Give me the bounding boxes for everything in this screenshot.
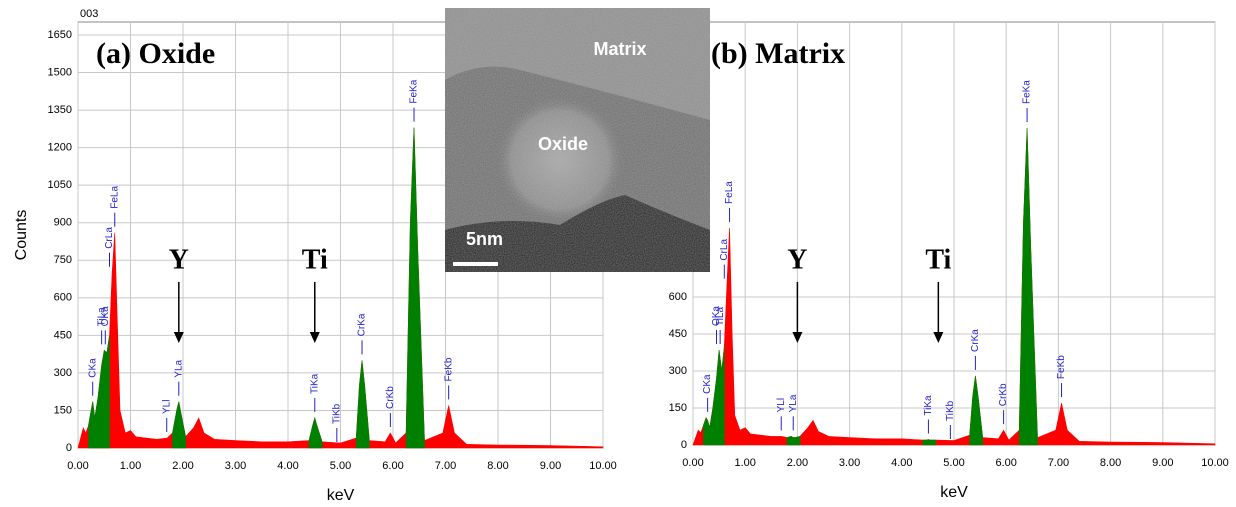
x-tick-label: 5.00 (943, 457, 964, 469)
peak-label: YLa (173, 359, 184, 377)
y-tick-label: 1200 (48, 142, 72, 154)
x-tick-label: 10.00 (589, 460, 617, 472)
y-tick-label: 0 (681, 439, 687, 451)
x-tick-label: 4.00 (277, 460, 298, 472)
y-tick-label: 1050 (48, 179, 72, 191)
scale-bar-label: 5nm (466, 229, 503, 249)
peak-label: TiLa (715, 307, 726, 327)
inset-label: Oxide (538, 134, 588, 154)
y-tick-label: 1650 (48, 29, 72, 41)
y-axis-label: Counts (13, 210, 30, 261)
x-axis-label: keV (940, 484, 968, 501)
peak-label: CrLa (104, 227, 115, 249)
peak-label: CrKb (385, 386, 396, 409)
peak-label: YLa (788, 394, 799, 412)
scale-bar (453, 262, 498, 266)
peak-label: OKa (100, 306, 111, 326)
figure: 0.00 1.00 2.00 3.00 4.00 5.00 6.00 7.00 8.00 9.00… (0, 0, 1236, 507)
x-tick-label: 6.00 (995, 457, 1016, 469)
peak-label: FeKa (409, 79, 420, 103)
peak-label: CKa (87, 358, 98, 378)
panel-title: (a) Oxide (96, 37, 215, 70)
x-tick-label: 1.00 (120, 460, 141, 472)
peak-label: TiKa (309, 373, 320, 394)
y-tick-label: 450 (669, 328, 687, 340)
x-tick-label: 3.00 (839, 457, 860, 469)
peak-label: CrKb (998, 383, 1009, 406)
x-tick-label: 8.00 (1100, 457, 1121, 469)
peak-label: TiKb (945, 400, 956, 421)
peak-label: CrKa (970, 329, 981, 352)
x-tick-label: 6.00 (382, 460, 403, 472)
y-tick-label: 900 (54, 217, 72, 229)
x-tick-label: 0.00 (682, 457, 703, 469)
y-tick-label: 750 (54, 254, 72, 266)
x-tick-label: 0.00 (67, 460, 88, 472)
x-tick-label: 7.00 (1048, 457, 1069, 469)
peak-label: CrLa (719, 239, 730, 261)
x-tick-label: 2.00 (172, 460, 193, 472)
peak-label: CrKa (357, 313, 368, 336)
inset-label: Matrix (593, 39, 646, 59)
x-tick-label: 1.00 (734, 457, 755, 469)
spectrum-area (923, 440, 936, 445)
element-label: Ti (925, 244, 951, 275)
x-tick-label: 2.00 (787, 457, 808, 469)
x-tick-label: 3.00 (225, 460, 246, 472)
x-tick-label: 9.00 (1152, 457, 1173, 469)
element-label: Y (169, 244, 189, 275)
spectrum-area (787, 436, 800, 445)
peak-label: FeKb (443, 357, 454, 381)
x-tick-label: 7.00 (435, 460, 456, 472)
element-label: Ti (302, 244, 328, 275)
peak-label: FeLa (724, 181, 735, 204)
y-tick-label: 300 (54, 367, 72, 379)
peak-label: YLl (776, 398, 787, 412)
y-tick-label: 600 (669, 291, 687, 303)
peak-label: FeKb (1056, 355, 1067, 379)
y-tick-label: 1350 (48, 104, 72, 116)
x-tick-label: 8.00 (487, 460, 508, 472)
panel-title: (b) Matrix (711, 37, 845, 70)
spectrum-chart: 0.00 1.00 2.00 3.00 4.00 5.00 6.00 7.00 8.00 9.00… (669, 22, 1229, 501)
peak-label: TiKa (923, 395, 934, 416)
y-tick-label: 150 (669, 402, 687, 414)
y-tick-label: 150 (54, 404, 72, 416)
y-tick-label: 0 (66, 442, 72, 454)
x-tick-label: 4.00 (891, 457, 912, 469)
y-tick-label: 1500 (48, 66, 72, 78)
peak-label: FeLa (109, 186, 120, 209)
tem-inset: Matrix Oxide 5nm (445, 8, 710, 272)
x-tick-label: 10.00 (1201, 457, 1229, 469)
x-tick-label: 5.00 (330, 460, 351, 472)
y-tick-label: 600 (54, 292, 72, 304)
x-axis-label: keV (327, 487, 355, 504)
peak-label: YLl (161, 400, 172, 414)
y-tick-label: 300 (669, 365, 687, 377)
y-tick-label: 450 (54, 329, 72, 341)
element-label: Y (787, 244, 807, 275)
peak-label: CKa (702, 374, 713, 394)
panel-id: 003 (80, 8, 98, 20)
x-tick-label: 9.00 (540, 460, 561, 472)
peak-label: TiKb (331, 403, 342, 424)
peak-label: FeKa (1022, 80, 1033, 104)
